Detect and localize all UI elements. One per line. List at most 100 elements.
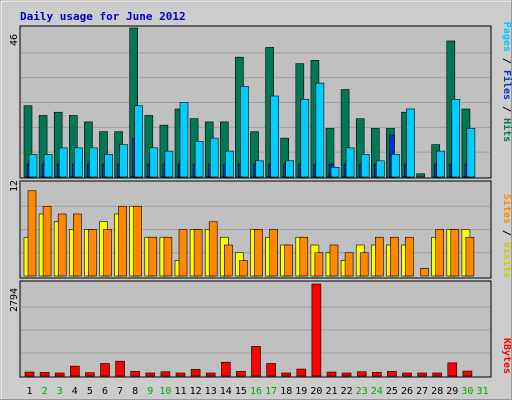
day-label: 16 [250,386,262,397]
day-label: 12 [190,386,202,397]
pages-bar [104,154,113,178]
kbytes-bar [85,372,95,377]
pages-bar [164,150,174,178]
legend-sites: Sites [501,194,512,224]
pages-bar [58,147,68,178]
sites-bar [224,244,233,277]
day-label: 15 [235,386,247,397]
day-label: 23 [356,386,368,397]
day-label: 22 [341,386,353,397]
kbytes-bar [70,365,80,377]
sites-bar [208,221,218,277]
kbytes-bar [356,371,367,377]
pages-bar [436,150,446,178]
day-label: 11 [174,386,186,397]
day-label: 10 [159,386,171,397]
day-label: 24 [371,386,383,397]
sites-bar [314,252,324,277]
day-label: 29 [446,386,458,397]
kbytes-bar [432,372,443,377]
day-label: 18 [280,386,292,397]
sites-bar [118,205,127,277]
sites-bar [390,236,399,277]
day-label: 30 [461,386,473,397]
pages-bar [270,95,279,178]
kbytes-bar [281,372,292,377]
pages-bar [209,137,219,178]
pages-bar [43,154,53,178]
sites-bar [299,236,309,277]
kbytes-bar [371,372,382,377]
kbytes-bar [296,368,307,377]
sites-legend: Sites / Visits [501,194,512,278]
kbytes-bar [417,372,427,377]
kbytes-bar [221,361,231,377]
pages-bar [375,160,385,178]
kbytes-bar [39,372,50,377]
pages-bar [285,160,295,178]
pages-bar [89,147,98,178]
sites-bar [178,229,188,277]
pages-bar [300,98,310,178]
sites-bar [465,236,475,277]
kbytes-bar [175,372,186,377]
kbytes-ymax-label: 2794 [9,288,20,312]
legend-sep-3: / [501,224,512,242]
pages-bar [315,82,325,178]
pages-bar [391,154,400,178]
pages-bar [74,147,83,178]
pages-bar [466,128,476,178]
sites-bar [57,213,67,277]
sites-ymax-label: 12 [9,180,20,192]
pages-bar [149,147,159,178]
legend-hits: Hits [501,118,512,142]
sites-bar [163,236,173,277]
kbytes-bar [341,372,352,377]
pages-bar [194,141,204,178]
pages-bar [406,108,415,178]
day-label: 13 [205,386,217,397]
legend-pages: Pages [501,22,512,52]
pages-bar [240,86,249,178]
kbytes-bar [160,371,171,377]
sites-bar [450,229,460,277]
kbytes-bar [205,372,216,377]
day-label: 8 [132,386,138,397]
chart-title: Daily usage for June 2012 [20,10,186,23]
legend-sep-2: / [501,100,512,118]
day-label: 4 [72,386,78,397]
sites-bar [88,229,97,277]
kbytes-bar [236,371,246,377]
sites-bar [27,190,37,277]
sites-bar [435,229,445,277]
kbytes-bar [447,362,458,377]
kbytes-bar [462,370,473,377]
day-label: 17 [265,386,277,397]
sites-bar [329,244,339,277]
kbytes-bar [251,346,261,377]
legend-sep-1: / [501,52,512,70]
kbytes-bar [266,363,276,377]
day-label: 25 [386,386,398,397]
kbytes-bar [24,371,35,377]
sites-bar [42,205,52,277]
sites-bar [374,236,384,277]
sites-bar [254,229,263,277]
day-label: 27 [416,386,428,397]
pages-bar [345,147,355,178]
legend-visits: Visits [501,242,512,278]
pages-bar [451,98,461,178]
kbytes-bar [190,369,201,377]
pages-bar [179,102,189,178]
bars-layer [23,27,476,377]
sites-bar [405,236,414,277]
kbytes-legend: KBytes [501,338,512,374]
hits-legend: Pages / Files / Hits [501,22,512,142]
day-label: 31 [476,386,488,397]
sites-bar [133,205,142,277]
day-label: 2 [42,386,48,397]
pages-bar [330,166,340,178]
sites-bar [359,252,369,277]
kbytes-bar [115,360,125,377]
day-label: 3 [57,386,63,397]
